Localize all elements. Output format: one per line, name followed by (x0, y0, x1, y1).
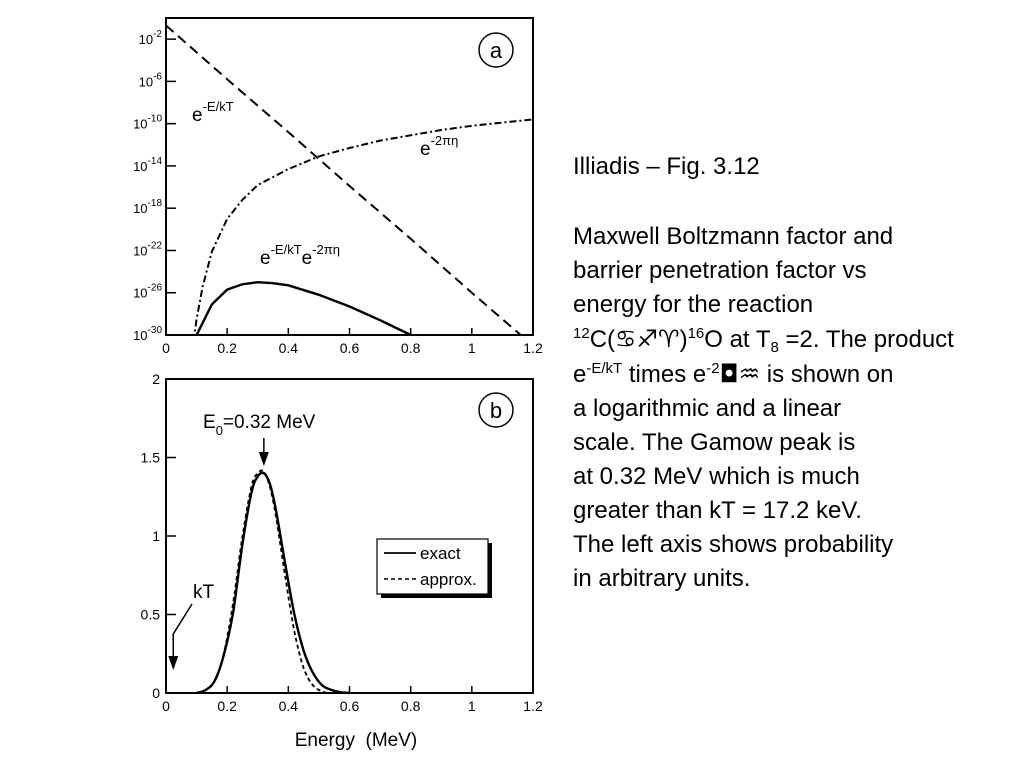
panel-b-label: b (490, 398, 502, 423)
x-tick-label: 0.4 (279, 340, 299, 356)
y-tick-label: 10-6 (139, 71, 163, 89)
series-label-penetration: e-2πη (420, 133, 458, 160)
x-tick-label: 1.2 (523, 340, 543, 356)
panel-a-series-solid (195, 280, 412, 335)
panel-a-y-ticks: 10-2 10-6 10-10 10-14 10-18 10-22 10-26 10-30 (133, 29, 176, 343)
y-tick-label: 0.5 (141, 607, 161, 623)
caption-line: greater than kT = 17.2 keV. (573, 497, 862, 524)
caption-line: Maxwell Boltzmann factor and (573, 223, 894, 250)
panel-b-curves (196, 469, 350, 695)
y-tick-label: 10-26 (133, 283, 162, 301)
y-tick-label: 10-14 (133, 156, 162, 174)
arrow-head (258, 452, 269, 466)
arrow-shaft (172, 603, 193, 660)
caption-line: at 0.32 MeV which is much (573, 463, 860, 490)
y-tick-label: 0 (152, 685, 160, 701)
panel-b-linear-plot: 0 0.2 0.4 0.6 0.8 1 1.2 0 0.5 1 1.5 2 b E0=0.32 Me… (141, 371, 543, 751)
panel-a-log-plot: 0 0.2 0.4 0.6 0.8 1 1.2 10-2 10-6 10-10 10-14 10-1… (133, 17, 543, 356)
x-tick-label: 0.8 (401, 340, 421, 356)
panel-a-curves (166, 24, 533, 335)
caption-line: a logarithmic and a linear (573, 395, 842, 422)
caption-line-reaction: 12C(♋♐♈)16O at T8 =2. The product (573, 325, 954, 356)
y-tick-label: 1 (152, 528, 160, 544)
panel-a-label-circle (478, 32, 514, 68)
x-tick-label: 0.6 (340, 340, 360, 356)
legend-label-exact: exact (420, 544, 461, 563)
panel-a-x-ticks: 0 0.2 0.4 0.6 0.8 1 1.2 (162, 328, 543, 356)
kt-arrow (168, 603, 193, 670)
caption-line: barrier penetration factor vs (573, 257, 867, 284)
x-tick-label: 1 (468, 340, 476, 356)
panel-a-series-dashdot (193, 118, 533, 335)
x-tick-label: 0.2 (217, 698, 237, 714)
x-tick-label: 1 (468, 698, 476, 714)
x-tick-label: 0.4 (279, 698, 299, 714)
gamow-peak-arrow (258, 438, 269, 466)
panel-b-series-approx (196, 469, 329, 694)
x-tick-label: 0 (162, 698, 170, 714)
figure: 0 0.2 0.4 0.6 0.8 1 1.2 10-2 10-6 10-10 10-14 10-1… (133, 17, 543, 751)
caption-title: Illiadis – Fig. 3.12 (573, 153, 760, 180)
x-tick-label: 0.2 (217, 340, 237, 356)
y-tick-label: 10-30 (133, 325, 162, 343)
panel-b-x-ticks: 0 0.2 0.4 0.6 0.8 1 1.2 (162, 686, 543, 714)
series-label-boltzmann: e-E/kT (192, 99, 234, 126)
y-tick-label: 10-10 (133, 114, 162, 132)
caption-line: energy for the reaction (573, 291, 814, 318)
y-tick-label: 10-22 (133, 240, 162, 258)
y-tick-label: 10-2 (139, 29, 163, 47)
x-axis-label: Energy (MeV) (295, 730, 417, 751)
x-tick-label: 1.2 (523, 698, 543, 714)
legend: exact approx. (376, 538, 492, 598)
y-tick-label: 2 (152, 371, 160, 387)
panel-a-label: a (490, 38, 503, 63)
panel-b-label-circle (478, 392, 514, 428)
caption-line: in arbitrary units. (573, 565, 751, 592)
y-tick-label: 10-18 (133, 198, 162, 216)
panel-a-frame (165, 17, 534, 336)
panel-a-series-dashed (166, 24, 523, 335)
panel-b-y-ticks: 0 0.5 1 1.5 2 (141, 371, 176, 701)
legend-label-approx: approx. (420, 570, 477, 589)
kt-label: kT (193, 582, 215, 603)
arrow-head (168, 656, 179, 670)
caption-line-product: e-E/kT times e-2◘♒ is shown on (573, 360, 894, 388)
caption-body: Maxwell Boltzmann factor and barrier pen… (573, 220, 954, 596)
caption-line: The left axis shows probability (573, 531, 894, 558)
legend-box (376, 538, 489, 595)
x-tick-label: 0.8 (401, 698, 421, 714)
x-tick-label: 0.6 (340, 698, 360, 714)
x-tick-label: 0 (162, 340, 170, 356)
panel-b-series-exact (196, 471, 350, 695)
gamow-peak-label: E0=0.32 MeV (203, 412, 316, 438)
series-label-product: e-E/kTe-2πη (260, 242, 340, 269)
y-tick-label: 1.5 (141, 450, 161, 466)
caption-line: scale. The Gamow peak is (573, 429, 856, 456)
